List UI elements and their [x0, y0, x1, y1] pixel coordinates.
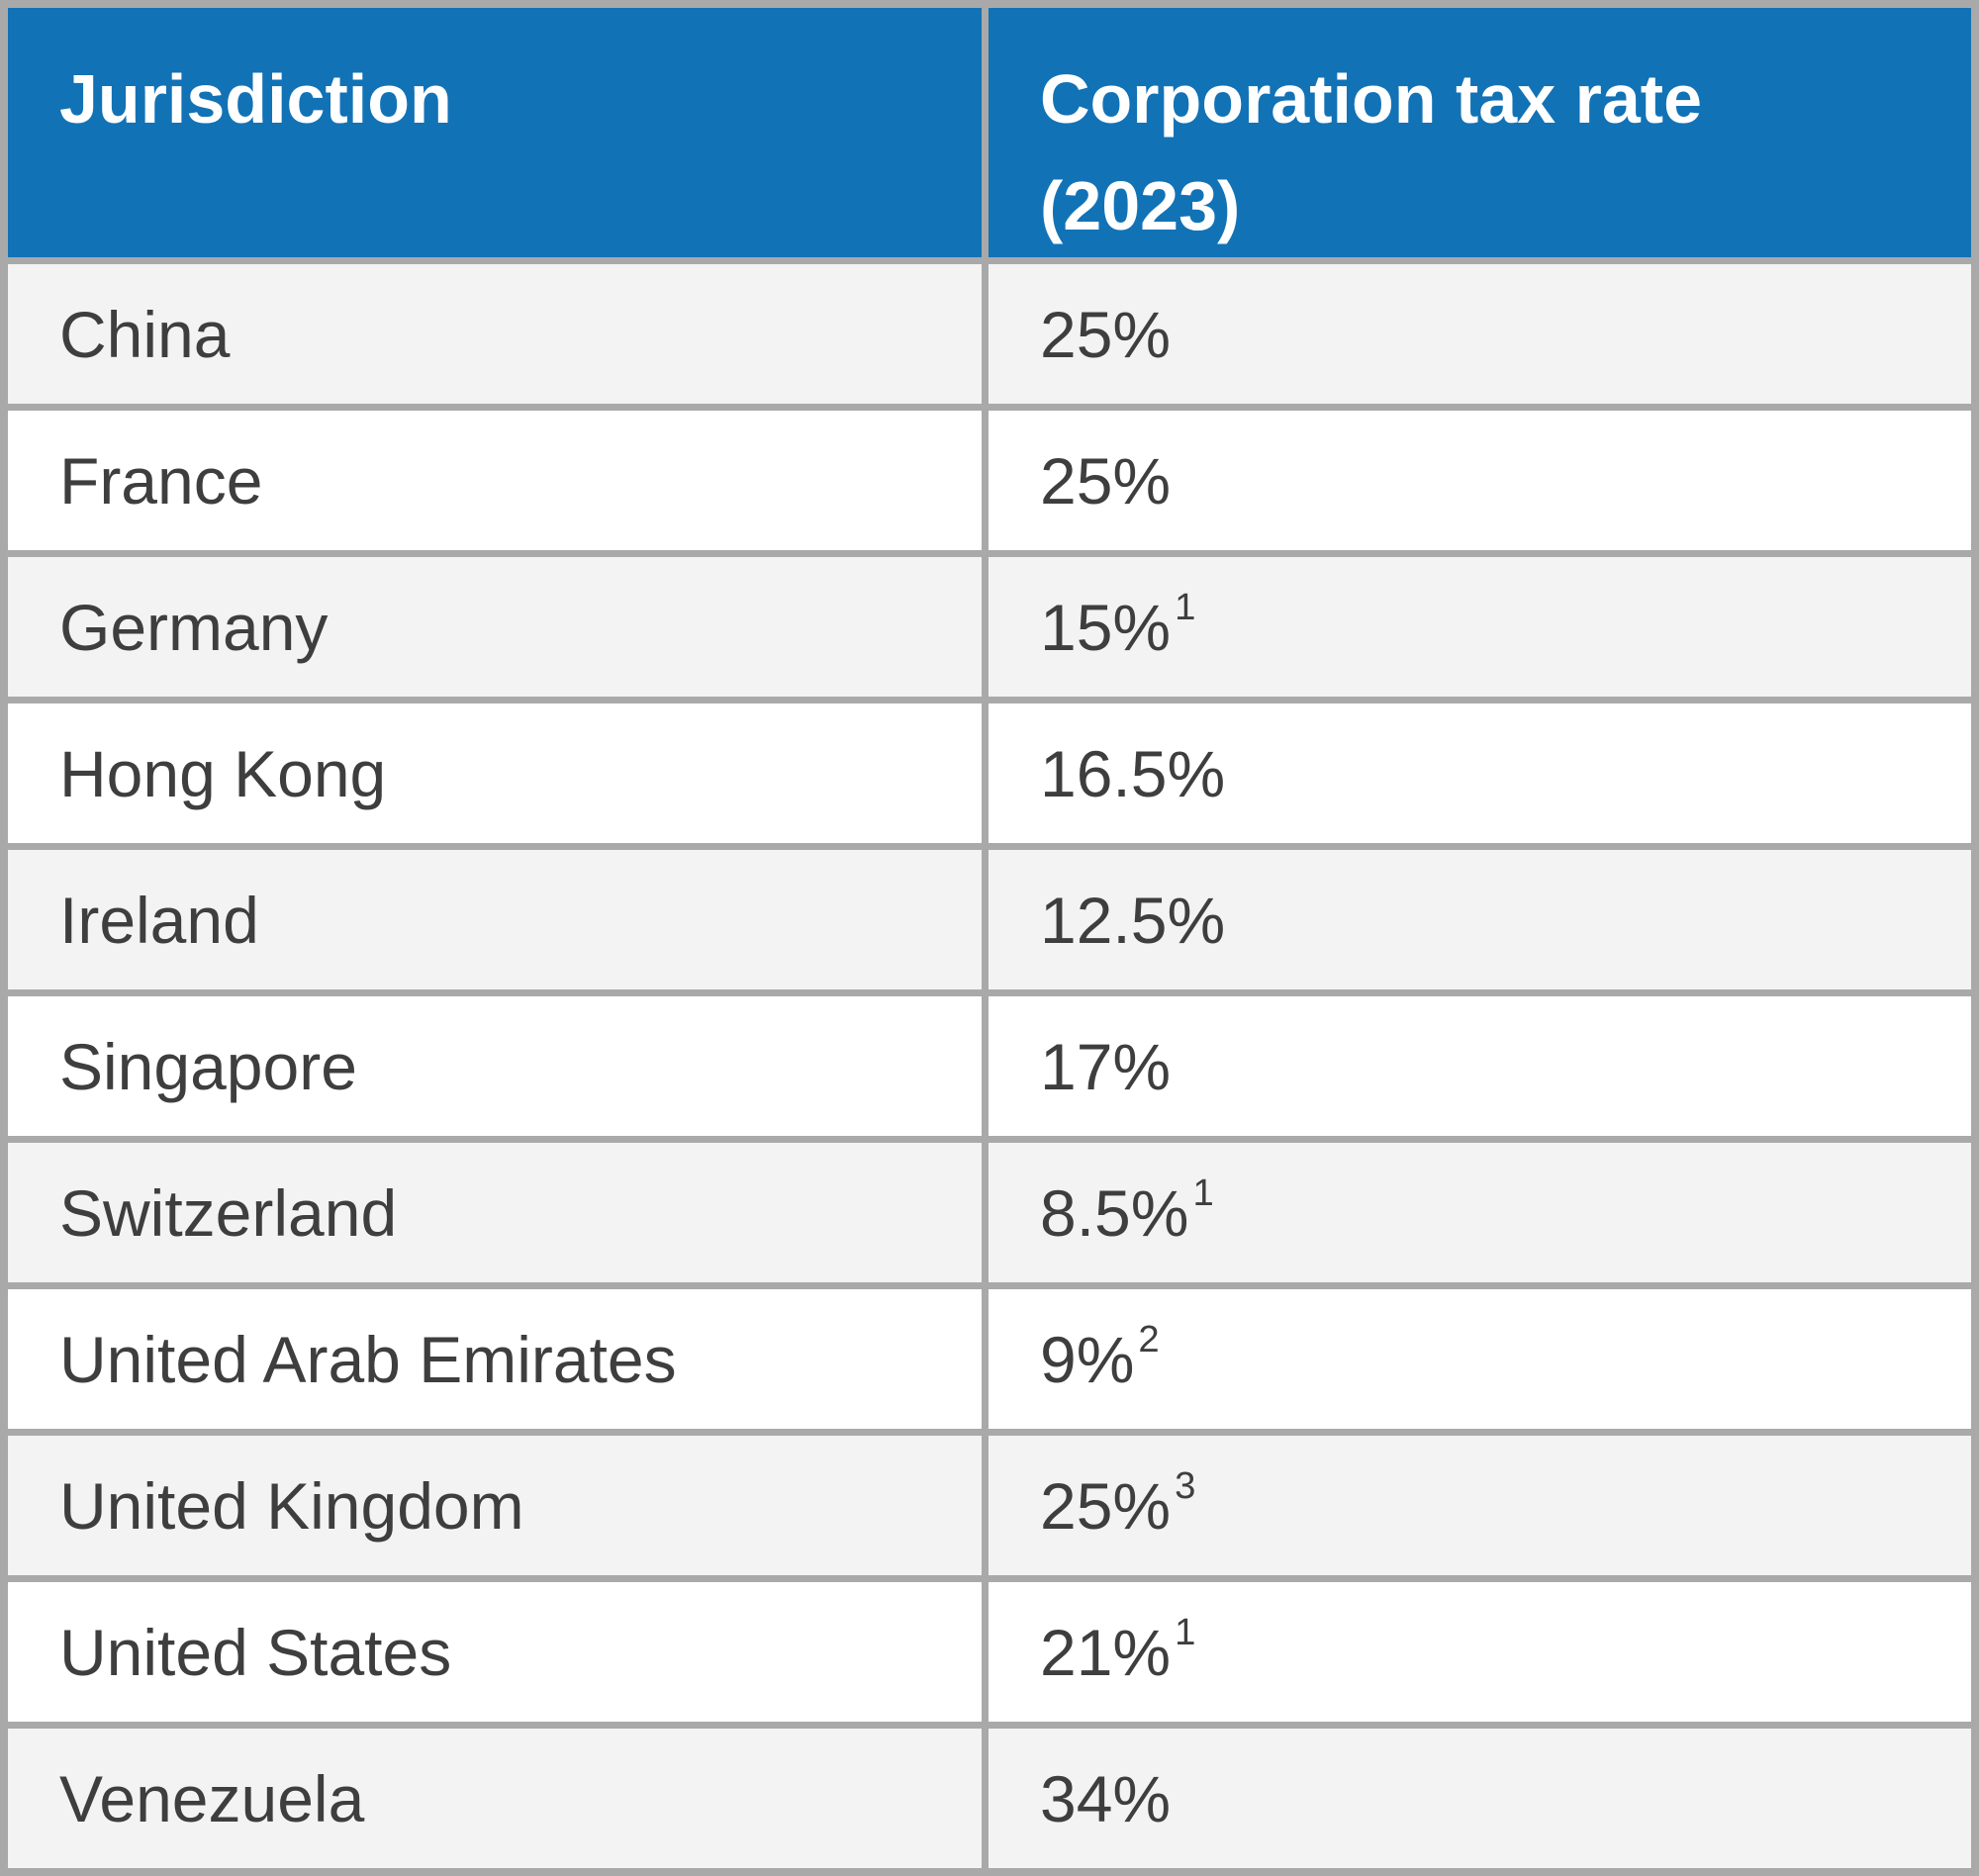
jurisdiction-cell: Singapore [8, 996, 982, 1136]
jurisdiction-cell: United Arab Emirates [8, 1289, 982, 1429]
rate-value: 8.5% [1040, 1175, 1189, 1250]
rate-value: 25% [1040, 443, 1172, 517]
rate-cell: 25% [989, 411, 1971, 550]
rate-value: 9% [1040, 1322, 1135, 1396]
rate-cell: 25% 3 [989, 1436, 1971, 1575]
rate-value: 17% [1040, 1029, 1172, 1103]
rate-cell: 12.5% [989, 850, 1971, 989]
rate-cell: 34% [989, 1729, 1971, 1868]
jurisdiction-cell: France [8, 411, 982, 550]
rate-cell: 15% 1 [989, 557, 1971, 697]
rate-cell: 8.5% 1 [989, 1143, 1971, 1282]
jurisdiction-cell: China [8, 264, 982, 404]
jurisdiction-cell: Hong Kong [8, 704, 982, 843]
column-header-jurisdiction: Jurisdiction [8, 8, 982, 257]
rate-value: 25% [1040, 297, 1172, 371]
jurisdiction-cell: United States [8, 1582, 982, 1722]
rate-cell: 17% [989, 996, 1971, 1136]
rate-cell: 16.5% [989, 704, 1971, 843]
jurisdiction-cell: United Kingdom [8, 1436, 982, 1575]
rate-cell: 9% 2 [989, 1289, 1971, 1429]
jurisdiction-cell: Switzerland [8, 1143, 982, 1282]
rate-value: 25% [1040, 1468, 1172, 1543]
rate-value: 21% [1040, 1615, 1172, 1689]
rate-cell: 25% [989, 264, 1971, 404]
column-header-tax-rate: Corporation tax rate (2023) [989, 8, 1971, 257]
rate-cell: 21% 1 [989, 1582, 1971, 1722]
rate-value: 34% [1040, 1761, 1172, 1835]
jurisdiction-cell: Ireland [8, 850, 982, 989]
jurisdiction-cell: Venezuela [8, 1729, 982, 1868]
jurisdiction-cell: Germany [8, 557, 982, 697]
rate-value: 16.5% [1040, 736, 1226, 810]
rate-value: 15% [1040, 590, 1172, 664]
rate-value: 12.5% [1040, 883, 1226, 957]
